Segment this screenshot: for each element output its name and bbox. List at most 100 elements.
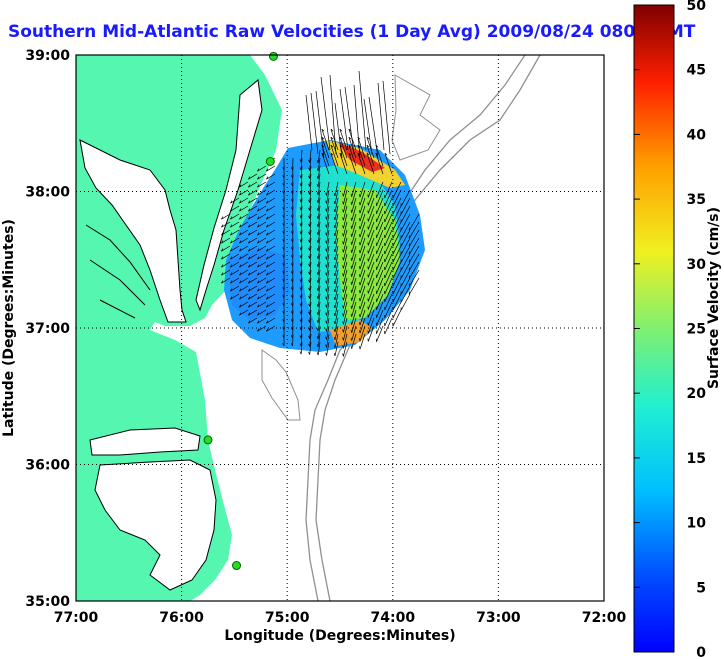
velocity-arrow-head: [266, 216, 269, 220]
velocity-arrow: [400, 229, 411, 247]
velocity-arrow-head: [299, 287, 302, 291]
velocity-arrow-head: [248, 248, 251, 252]
velocity-arrow-head: [248, 224, 251, 228]
velocity-arrow-head: [333, 200, 336, 205]
velocity-arrow: [351, 181, 357, 197]
velocity-arrow: [239, 205, 249, 212]
velocity-arrow-head: [299, 279, 302, 283]
velocity-arrow-head: [342, 321, 344, 325]
velocity-arrow: [343, 277, 348, 293]
inlet-water: [195, 79, 263, 312]
velocity-arrow-head: [299, 159, 302, 163]
velocity-arrow-head: [350, 193, 353, 197]
velocity-arrow-head: [266, 192, 269, 196]
velocity-arrow: [309, 205, 312, 219]
velocity-arrow: [343, 341, 348, 357]
velocity-arrow-head: [325, 272, 327, 276]
velocity-arrow-head: [342, 193, 344, 197]
velocity-arrow: [408, 277, 420, 295]
velocity-arrow-head: [230, 272, 233, 276]
velocity-arrow-head: [342, 337, 344, 341]
velocity-arrow: [239, 293, 249, 300]
velocity-arrow: [400, 285, 411, 303]
velocity-arrow: [321, 153, 330, 175]
velocity-arrow-head: [330, 136, 334, 140]
velocity-arrow: [392, 293, 402, 311]
velocity-arrow-head: [221, 256, 224, 260]
velocity-arrow: [384, 229, 393, 247]
velocity-arrow: [326, 221, 330, 236]
grid-lines: [76, 55, 604, 601]
velocity-arrow-head: [325, 336, 327, 340]
bathymetry-contour: [391, 74, 441, 161]
velocity-arrow-head: [316, 296, 319, 300]
velocity-arrow: [257, 245, 267, 252]
velocity-arrow: [400, 261, 411, 279]
velocity-arrow-head: [316, 320, 319, 324]
velocity-arrow-head: [359, 338, 361, 342]
velocity-arrow-head: [248, 184, 251, 188]
velocity-arrow-head: [239, 208, 242, 212]
velocity-arrow-head: [290, 239, 293, 243]
velocity-arrow: [367, 197, 375, 214]
velocity-arrow: [326, 229, 330, 244]
velocity-arrow: [257, 205, 267, 212]
velocity-arrow: [257, 229, 267, 236]
velocity-arrow: [392, 245, 402, 263]
velocity-arrow-head: [308, 343, 311, 347]
velocity-arrow: [309, 181, 312, 195]
velocity-arrow: [317, 157, 321, 172]
velocity-arrow: [400, 213, 411, 231]
velocity-arrow-head: [348, 152, 352, 156]
velocity-arrow: [408, 245, 420, 263]
velocity-arrow-head: [290, 295, 293, 299]
velocity-arrow-head: [266, 200, 269, 204]
velocity-arrow-head: [248, 304, 251, 308]
velocity-arrow-head: [239, 312, 242, 316]
velocity-arrow-head: [342, 201, 344, 205]
velocity-arrow: [248, 261, 258, 268]
velocity-arrow-head: [299, 311, 302, 315]
velocity-arrow: [239, 189, 249, 196]
velocity-arrow: [330, 145, 339, 167]
velocity-arrow: [339, 129, 348, 151]
velocity-arrow-head: [325, 248, 327, 252]
velocity-arrow-head: [299, 231, 302, 235]
velocity-arrow-head: [348, 136, 352, 140]
velocity-arrow: [221, 253, 231, 260]
velocity-arrow-head: [266, 328, 269, 332]
velocity-arrow: [400, 237, 411, 255]
velocity-arrow: [351, 277, 357, 293]
velocity-arrow-head: [257, 192, 260, 196]
velocity-arrow-head: [325, 280, 327, 284]
colorbar-tick-label: 25: [687, 322, 706, 338]
velocity-arrow-head: [308, 183, 311, 187]
velocity-field-edge: [330, 320, 372, 346]
velocity-arrow: [257, 221, 267, 228]
velocity-arrow: [359, 213, 366, 230]
velocity-arrow: [392, 237, 402, 255]
velocity-arrow: [334, 261, 339, 277]
velocity-arrow: [376, 285, 384, 302]
velocity-arrow-head: [239, 200, 242, 204]
velocity-arrow-head: [266, 304, 269, 308]
y-tick-label: 38:00: [25, 185, 70, 201]
velocity-arrow: [384, 253, 393, 271]
velocity-arrow: [343, 269, 348, 285]
velocity-arrow-head: [308, 239, 311, 243]
velocity-arrow: [248, 221, 258, 228]
velocity-arrow: [357, 153, 366, 175]
velocity-arrow: [315, 90, 325, 159]
velocity-arrow: [376, 189, 384, 206]
plot-frame: [75, 54, 605, 602]
velocity-arrow: [339, 88, 349, 151]
velocity-arrow-head: [239, 184, 242, 188]
velocity-arrow-head: [230, 216, 233, 220]
velocity-arrow: [384, 261, 393, 279]
velocity-arrow-head: [359, 274, 361, 278]
velocity-arrow: [257, 181, 267, 188]
velocity-arrow: [376, 293, 384, 310]
velocity-arrow-head: [248, 192, 251, 196]
velocity-arrow: [257, 309, 267, 316]
velocity-arrow-head: [316, 312, 319, 316]
